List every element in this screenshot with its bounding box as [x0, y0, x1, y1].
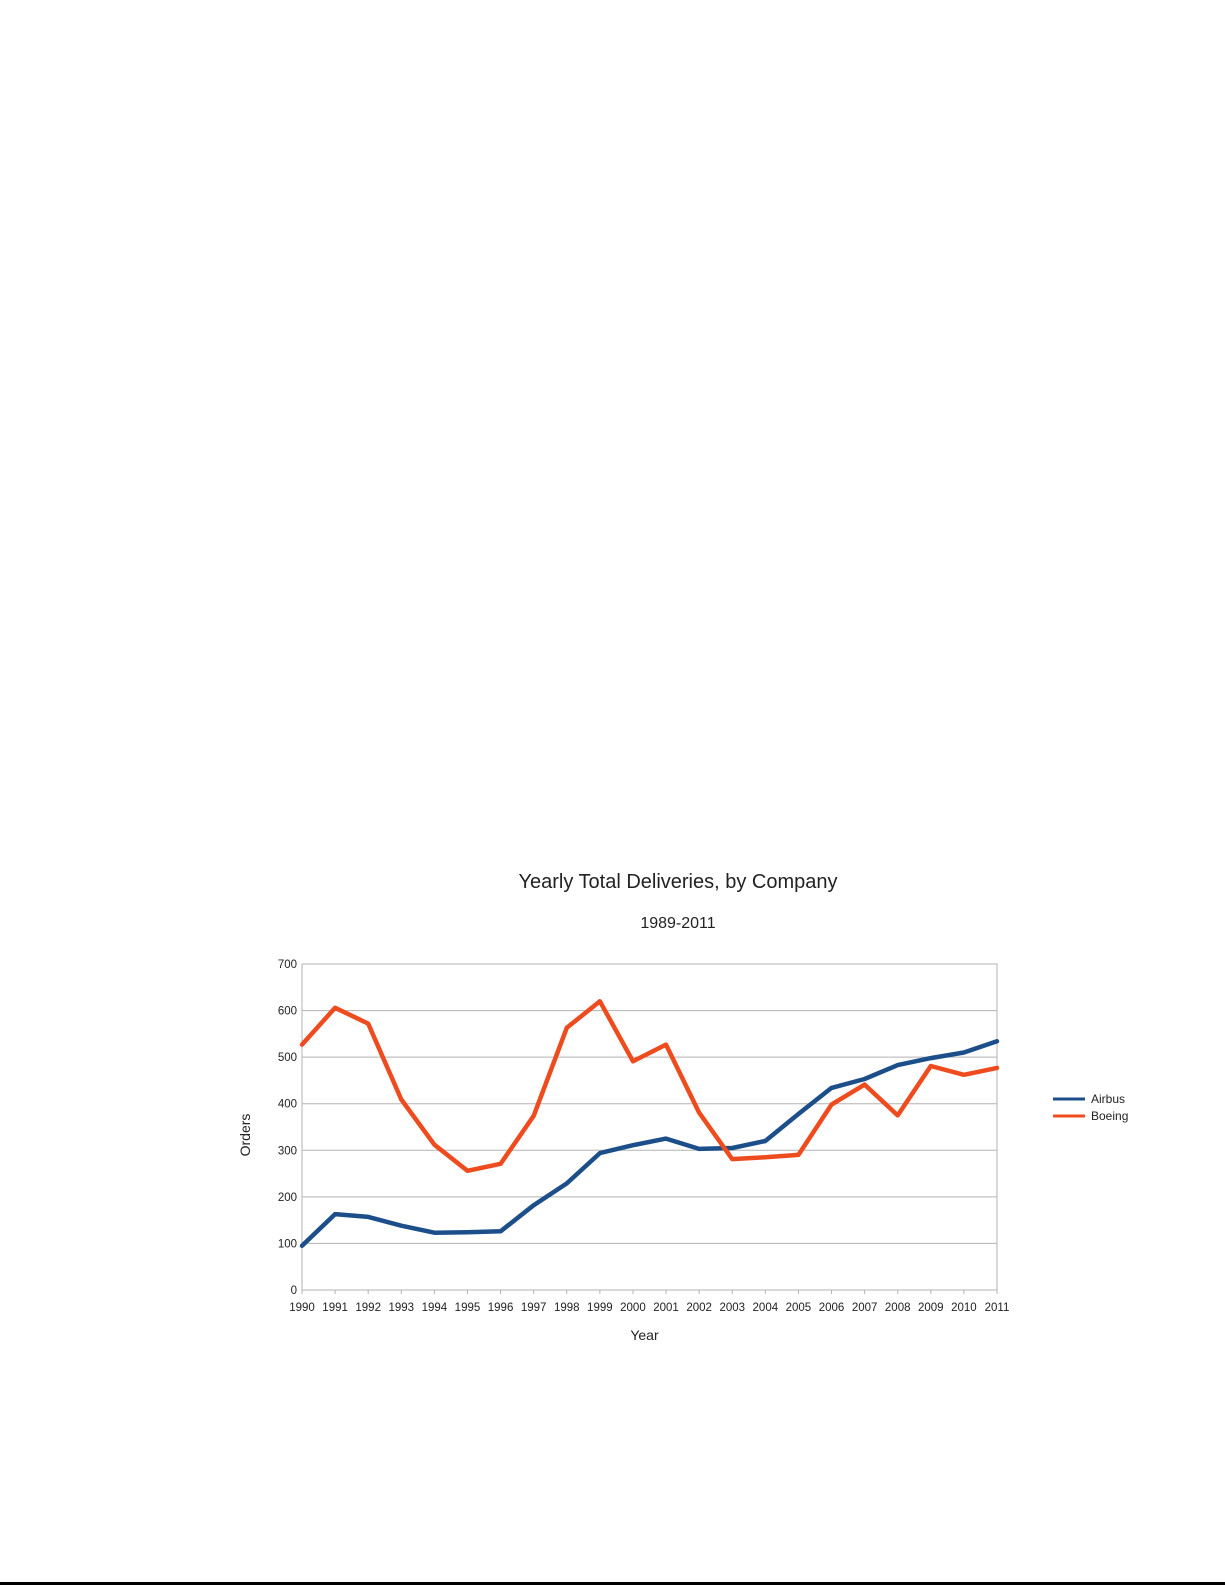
y-tick-label: 400	[278, 1099, 297, 1111]
chart-title: Yearly Total Deliveries, by Company	[518, 871, 837, 893]
x-tick-label: 2002	[686, 1302, 712, 1314]
x-tick-label: 2008	[885, 1302, 911, 1314]
series-line-boeing	[299, 999, 1000, 1174]
x-axis-title: Year	[630, 1327, 659, 1343]
page-bottom-rule	[0, 1582, 1225, 1585]
y-tick-label: 600	[278, 1006, 297, 1018]
y-tick-label: 200	[278, 1192, 297, 1204]
x-tick-label: 1990	[289, 1302, 315, 1314]
x-tick-label: 1997	[521, 1302, 547, 1314]
x-tick-label: 2004	[753, 1302, 779, 1314]
y-tick-label: 500	[278, 1052, 297, 1064]
y-tick-label: 0	[291, 1285, 297, 1297]
x-tick-label: 1998	[554, 1302, 580, 1314]
legend-label-airbus: Airbus	[1091, 1092, 1125, 1106]
x-tick-label: 1994	[422, 1302, 448, 1314]
y-axis-ticks: 0 100 200 300 400 500 600 700	[278, 959, 297, 1297]
legend-label-boeing: Boeing	[1091, 1109, 1128, 1123]
x-axis-ticks: 1990 1991 1992 1993 1994 1995 1996 1997 1998 1999…	[289, 1290, 1009, 1314]
y-axis-title: Orders	[237, 1114, 253, 1157]
y-tick-label: 300	[278, 1145, 297, 1157]
x-tick-label: 2009	[918, 1302, 944, 1314]
y-tick-label: 700	[278, 959, 297, 971]
series-lines	[299, 999, 1000, 1249]
plot-area	[301, 963, 998, 1291]
x-tick-label: 1993	[388, 1302, 414, 1314]
x-tick-label: 2000	[620, 1302, 646, 1314]
x-tick-label: 1995	[455, 1302, 481, 1314]
x-tick-label: 1991	[322, 1302, 348, 1314]
x-tick-label: 2011	[985, 1302, 1010, 1314]
x-tick-label: 1999	[587, 1302, 613, 1314]
gridlines	[302, 963, 997, 1291]
x-tick-label: 1992	[355, 1302, 381, 1314]
x-tick-label: 2006	[819, 1302, 845, 1314]
x-tick-label: 1996	[488, 1302, 514, 1314]
series-line-airbus	[299, 1039, 1000, 1249]
x-tick-label: 2010	[951, 1302, 977, 1314]
x-tick-label: 2003	[719, 1302, 745, 1314]
legend: Airbus Boeing	[1053, 1092, 1128, 1123]
y-tick-label: 100	[278, 1238, 297, 1250]
x-tick-label: 2005	[786, 1302, 812, 1314]
x-tick-label: 2001	[653, 1302, 679, 1314]
chart-subtitle: 1989-2011	[640, 915, 715, 932]
x-tick-label: 2007	[852, 1302, 878, 1314]
